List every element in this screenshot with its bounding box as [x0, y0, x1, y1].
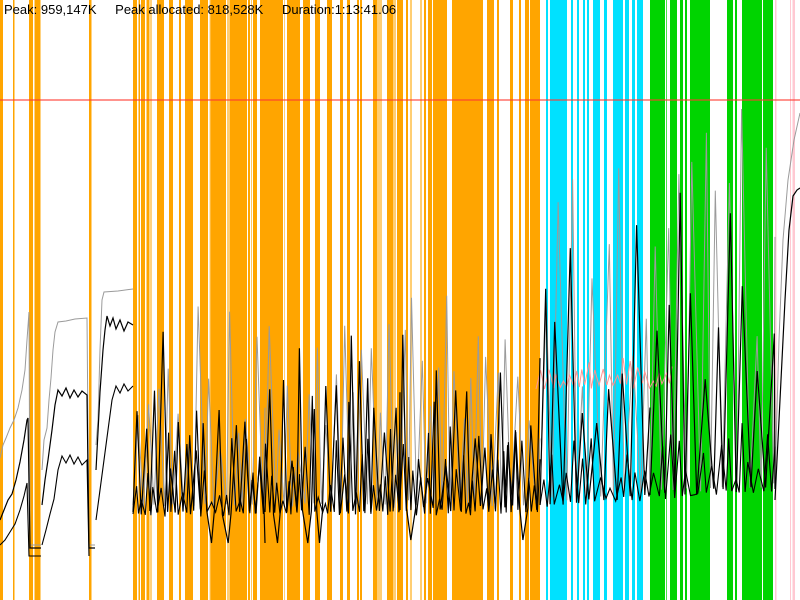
stats-header: Peak: 959,147K Peak allocated: 818,528K … [4, 2, 411, 17]
duration-stat: Duration:1:13:41.06 [281, 2, 397, 17]
peak-stat: Peak: 959,147K [4, 2, 97, 17]
peak-allocated-stat: Peak allocated: 818,528K [115, 2, 264, 17]
